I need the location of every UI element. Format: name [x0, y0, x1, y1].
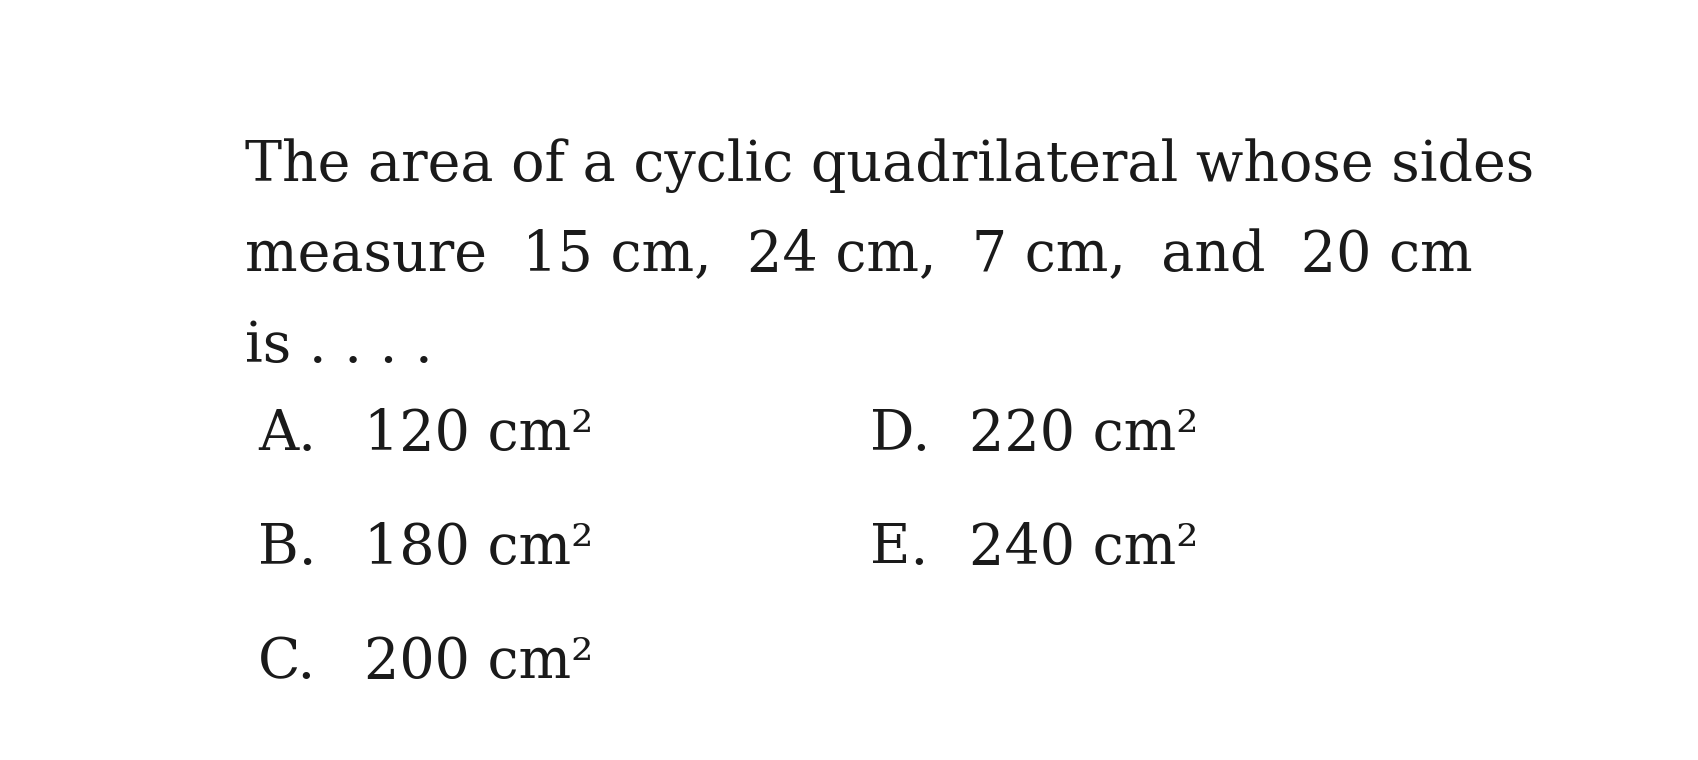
Text: E.: E.: [869, 521, 929, 576]
Text: 180 cm²: 180 cm²: [363, 521, 593, 576]
Text: 240 cm²: 240 cm²: [970, 521, 1199, 576]
Text: is . . . .: is . . . .: [245, 319, 433, 374]
Text: D.: D.: [869, 407, 931, 462]
Text: B.: B.: [258, 521, 318, 576]
Text: 120 cm²: 120 cm²: [363, 407, 593, 462]
Text: C.: C.: [258, 635, 316, 690]
Text: The area of a cyclic quadrilateral whose sides: The area of a cyclic quadrilateral whose…: [245, 138, 1535, 193]
Text: A.: A.: [258, 407, 316, 462]
Text: measure  15 cm,  24 cm,  7 cm,  and  20 cm: measure 15 cm, 24 cm, 7 cm, and 20 cm: [245, 229, 1472, 283]
Text: 220 cm²: 220 cm²: [970, 407, 1199, 462]
Text: 200 cm²: 200 cm²: [363, 635, 593, 690]
